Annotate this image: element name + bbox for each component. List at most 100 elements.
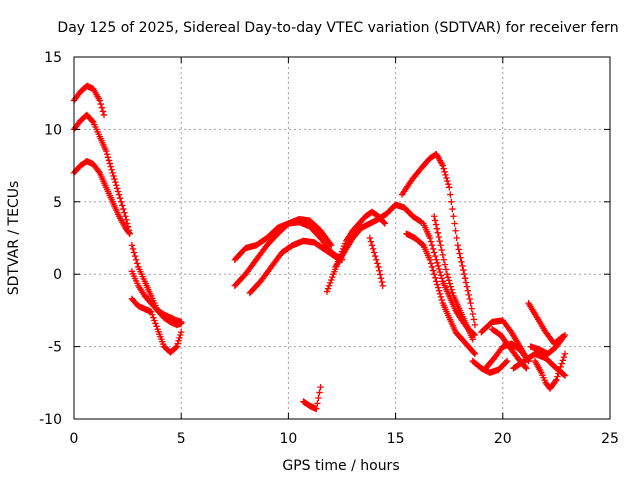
data-point	[433, 278, 440, 285]
data-point	[369, 245, 377, 253]
series-arc2	[70, 111, 133, 237]
data-point	[560, 333, 568, 340]
data-point	[380, 219, 388, 226]
data-point	[554, 373, 561, 380]
data-point	[461, 271, 468, 278]
data-point	[375, 263, 382, 271]
series-arc10	[300, 383, 324, 413]
y-tick-labels: -10 -5 0 5 10 15	[39, 50, 62, 428]
data-point	[557, 363, 564, 371]
data-point	[436, 268, 444, 276]
data-point	[178, 318, 185, 326]
data-point	[432, 274, 439, 282]
series-arc1	[70, 82, 108, 119]
data-point	[439, 251, 446, 259]
data-point	[453, 234, 460, 242]
x-tick-label: 5	[177, 431, 186, 447]
series-arc5	[128, 268, 185, 326]
data-point	[434, 281, 441, 288]
data-point	[121, 209, 128, 216]
series-arc14	[398, 150, 479, 329]
data-point	[323, 288, 331, 295]
data-point	[431, 217, 439, 224]
data-point	[469, 310, 476, 318]
data-point	[103, 151, 111, 158]
data-point	[97, 100, 104, 108]
data-point	[443, 271, 451, 278]
chart-title: Day 125 of 2025, Sidereal Day-to-day VTE…	[57, 20, 618, 36]
data-point	[125, 229, 133, 236]
data-point	[447, 283, 454, 290]
x-tick-label: 0	[70, 431, 79, 447]
data-point	[377, 275, 385, 282]
data-point	[126, 230, 133, 237]
y-tick-label: -5	[48, 340, 62, 356]
grid-lines	[74, 57, 610, 419]
data-point	[443, 174, 450, 182]
data-point	[151, 317, 158, 324]
data-point	[430, 249, 438, 256]
data-point	[152, 320, 159, 327]
data-point	[450, 213, 457, 220]
data-point	[434, 229, 442, 237]
data-point	[328, 276, 335, 284]
data-point	[106, 160, 114, 167]
data-point	[446, 184, 453, 191]
data-point	[149, 311, 156, 318]
y-tick-label: 5	[53, 195, 62, 211]
data-point	[427, 238, 435, 245]
series-arc20	[482, 340, 532, 372]
series-arc18	[469, 357, 511, 376]
data-point	[457, 254, 464, 261]
data-point	[128, 242, 136, 249]
data-point	[120, 205, 127, 213]
x-tick-label: 20	[494, 431, 512, 447]
data-point	[175, 337, 182, 345]
data-point	[314, 400, 321, 407]
data-point	[433, 225, 441, 232]
data-point	[502, 358, 510, 366]
data-point	[458, 258, 465, 265]
data-point	[113, 182, 120, 189]
data-point	[95, 168, 102, 175]
data-point	[452, 227, 459, 234]
data-point	[327, 240, 334, 247]
data-point	[558, 360, 565, 367]
series-arc8	[231, 215, 335, 289]
data-point	[459, 262, 466, 270]
data-point	[436, 237, 443, 245]
data-point	[446, 280, 454, 287]
data-point	[440, 256, 448, 263]
data-point	[178, 328, 185, 336]
data-point	[555, 370, 562, 377]
data-point	[456, 250, 463, 257]
data-point	[432, 221, 440, 228]
data-point	[559, 357, 567, 364]
data-marks	[70, 82, 569, 413]
data-point	[434, 284, 442, 291]
data-point	[471, 350, 479, 358]
data-point	[370, 249, 378, 256]
data-point	[438, 246, 445, 254]
data-point	[426, 256, 434, 263]
data-point	[430, 271, 438, 278]
tick-marks	[73, 56, 611, 420]
data-point	[89, 117, 96, 125]
y-tick-label: 10	[44, 122, 62, 138]
data-point	[173, 343, 181, 350]
series-arc25	[527, 331, 569, 358]
series-arc3	[70, 158, 133, 237]
data-point	[315, 394, 322, 402]
data-point	[552, 377, 559, 385]
data-point	[435, 233, 442, 241]
data-point	[470, 349, 478, 357]
data-point	[460, 266, 467, 274]
data-point	[466, 295, 473, 303]
data-point	[441, 261, 449, 268]
data-point	[374, 260, 381, 267]
data-point	[442, 171, 449, 179]
data-point	[428, 242, 436, 249]
data-point	[464, 287, 472, 294]
data-point	[122, 213, 129, 220]
series-arc7	[231, 218, 346, 263]
